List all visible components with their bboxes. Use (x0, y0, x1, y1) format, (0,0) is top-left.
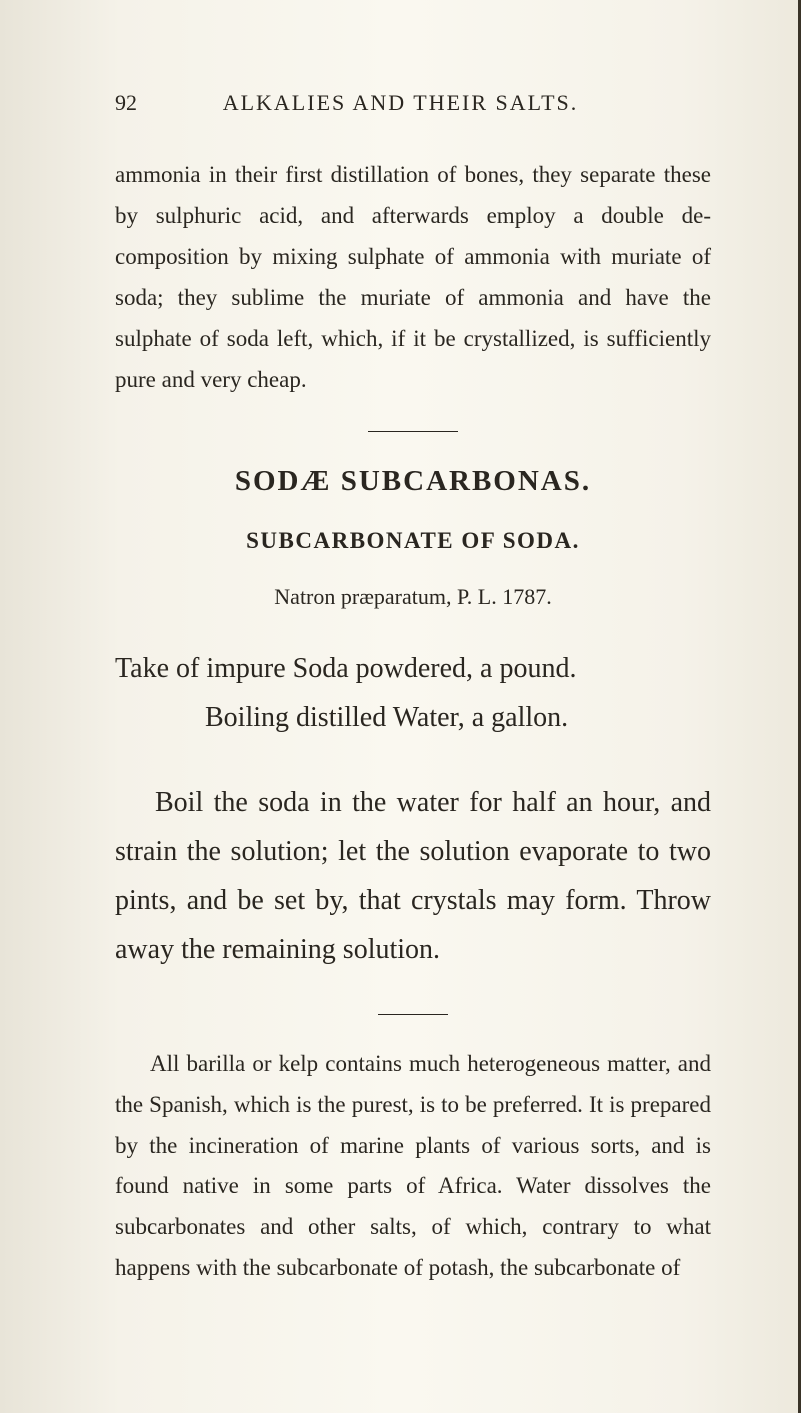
running-header: ALKALIES AND THEIR SALTS. (0, 90, 801, 116)
section-heading: SODÆ SUBCARBONAS. (115, 465, 711, 498)
intro-paragraph: ammonia in their first distillation of b… (115, 155, 711, 401)
notes-paragraph: All barilla or kelp contains much hetero… (115, 1044, 711, 1290)
recipe-line-1: Take of impure Soda powdered, a pound. (115, 653, 576, 684)
section-subheading: SUBCARBONATE OF SODA. (115, 528, 711, 554)
recipe-line-2: Boiling distilled Water, a gallon. (115, 693, 711, 742)
divider-2 (115, 1002, 711, 1020)
instructions-paragraph: Boil the soda in the water for half an h… (115, 778, 711, 974)
latin-reference: Natron præparatum, P. L. 1787. (115, 584, 711, 610)
recipe-block: Take of impure Soda powdered, a pound. B… (115, 644, 711, 742)
divider (115, 419, 711, 437)
page-content: ammonia in their first distillation of b… (115, 155, 711, 1289)
